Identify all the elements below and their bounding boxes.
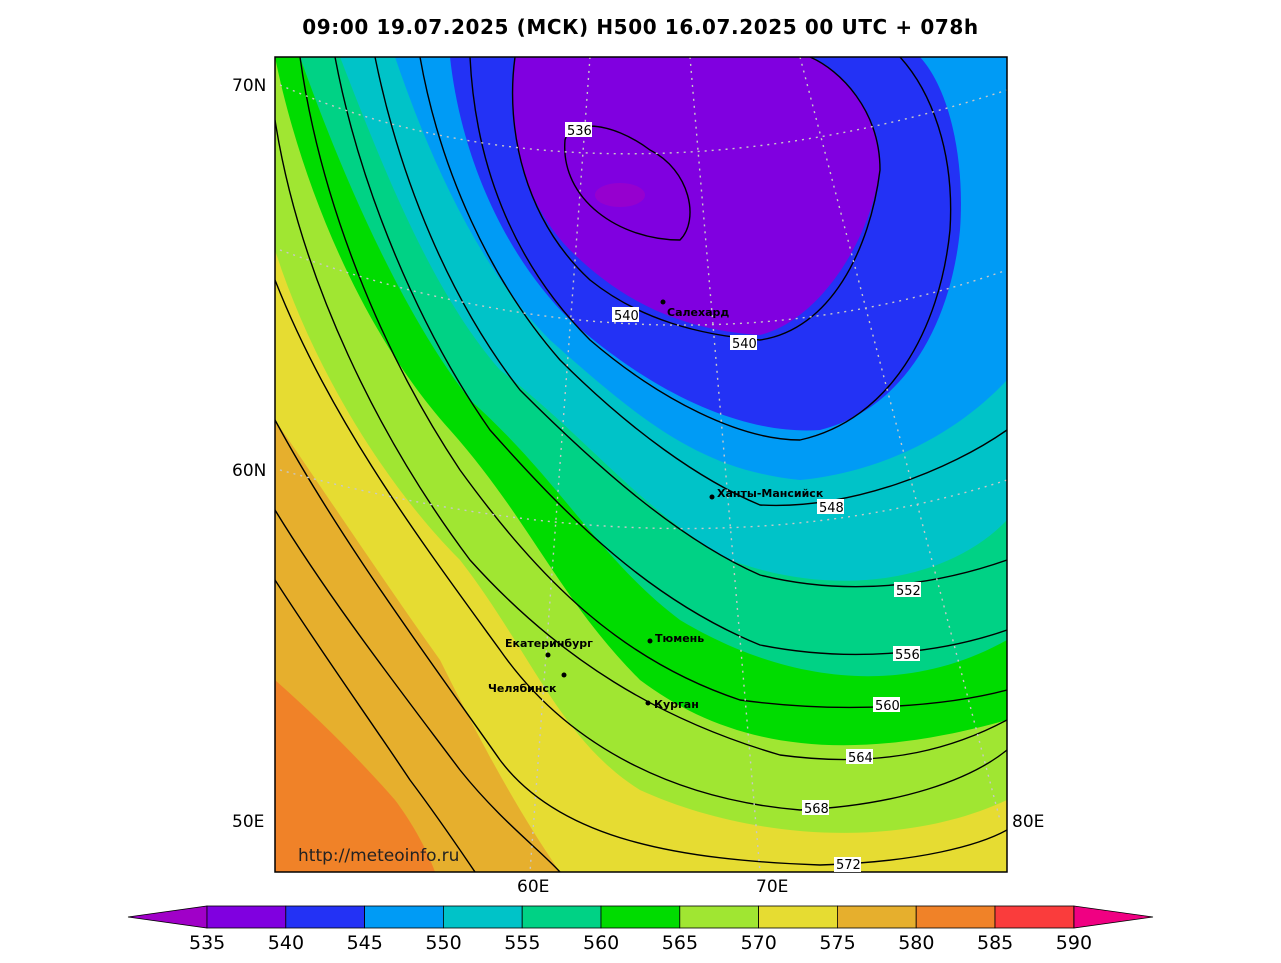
parallel-60n: [279, 469, 1007, 530]
colorbar-cell: [600, 905, 681, 929]
colorbar-cell: [994, 905, 1075, 929]
colorbar-cell: [915, 905, 996, 929]
colorbar-tick-label: 560: [583, 932, 619, 954]
contour-536: [564, 125, 691, 241]
contour-label: 548: [819, 501, 844, 516]
contour-label: 540: [732, 337, 757, 352]
colorbar: 535 540 545 550 555 560 565 570 575 580 585 590: [127, 905, 1154, 954]
colorbar-cell: [285, 905, 365, 929]
lon-label-50e: 50E: [232, 812, 264, 832]
watermark-url: http://meteoinfo.ru: [298, 846, 459, 866]
colorbar-cell: [758, 905, 838, 929]
contour-labels: 536 540 540 548 552 556 560 564 568 572: [565, 122, 921, 873]
contour-556: [334, 57, 1007, 656]
colorbar-cell: [206, 905, 287, 929]
map-frame: [274, 56, 1008, 873]
colorbar-cell: [364, 905, 444, 929]
colorbar-tick-label: 585: [977, 932, 1013, 954]
contour-540: [511, 57, 881, 341]
colorbar-tick-label: 590: [1056, 932, 1092, 954]
parallel-70n: [279, 84, 1007, 155]
graticule: [279, 57, 1007, 872]
colorbar-under-arrow: [127, 905, 208, 929]
contour-560: [299, 57, 1007, 709]
colorbar-tick-label: 540: [268, 932, 304, 954]
contour-label: 568: [804, 802, 829, 817]
low-center: [595, 183, 645, 207]
city-tyumen: Тюмень: [655, 632, 704, 645]
cities: Салехард Ханты-Мансийск Екатеринбург Тюм…: [488, 299, 824, 711]
contour-568: [275, 279, 1007, 811]
city-salekhard: Салехард: [667, 306, 729, 319]
contour-label: 556: [895, 648, 920, 663]
contour-552: [374, 57, 1007, 588]
contour-label: 560: [875, 699, 900, 714]
colorbar-cell: [837, 905, 917, 929]
colorbar-tick-label: 565: [662, 932, 698, 954]
colorbar-tick-label: 545: [347, 932, 383, 954]
colorbar-tick-label: 580: [898, 932, 934, 954]
contour-572: [275, 419, 1007, 866]
lat-label-60n: 60N: [232, 461, 266, 481]
colorbar-cell: [679, 905, 759, 929]
contour-564: [275, 119, 1007, 761]
colorbar-cell: [442, 905, 523, 929]
colorbar-tick-label: 535: [189, 932, 225, 954]
band-lt540: [512, 57, 880, 335]
city-khanty-mansiysk: Ханты-Мансийск: [717, 487, 824, 500]
map-title: 09:00 19.07.2025 (МСК) H500 16.07.2025 0…: [302, 15, 979, 39]
colorbar-tick-label: 555: [504, 932, 540, 954]
colorbar-tick-label: 570: [741, 932, 777, 954]
lon-label-70e: 70E: [756, 877, 788, 897]
contour-label: 552: [896, 584, 921, 599]
lon-label-60e: 60E: [517, 877, 549, 897]
city-kurgan: Курган: [654, 698, 699, 711]
band-580-585: [275, 680, 435, 872]
contour-label: 536: [567, 124, 592, 139]
contour-label: 540: [614, 309, 639, 324]
contour-576: [275, 509, 561, 872]
filled-contours: [275, 57, 1007, 872]
colorbar-tick-label: 550: [425, 932, 461, 954]
city-chelyabinsk: Челябинск: [488, 682, 557, 695]
contour-544: [469, 57, 952, 441]
colorbar-tick-label: 575: [819, 932, 855, 954]
parallel-65n: [279, 249, 1007, 326]
contour-label: 572: [836, 858, 861, 873]
city-yekaterinburg: Екатеринбург: [505, 637, 593, 650]
contour-548: [419, 57, 1007, 507]
colorbar-cell: [521, 905, 602, 929]
contour-label: 564: [848, 751, 873, 766]
contour-580: [275, 579, 476, 872]
lon-label-80e: 80E: [1012, 812, 1044, 832]
lat-label-70n: 70N: [232, 76, 266, 96]
contour-lines: [275, 57, 1007, 872]
colorbar-over-arrow: [1073, 905, 1154, 929]
